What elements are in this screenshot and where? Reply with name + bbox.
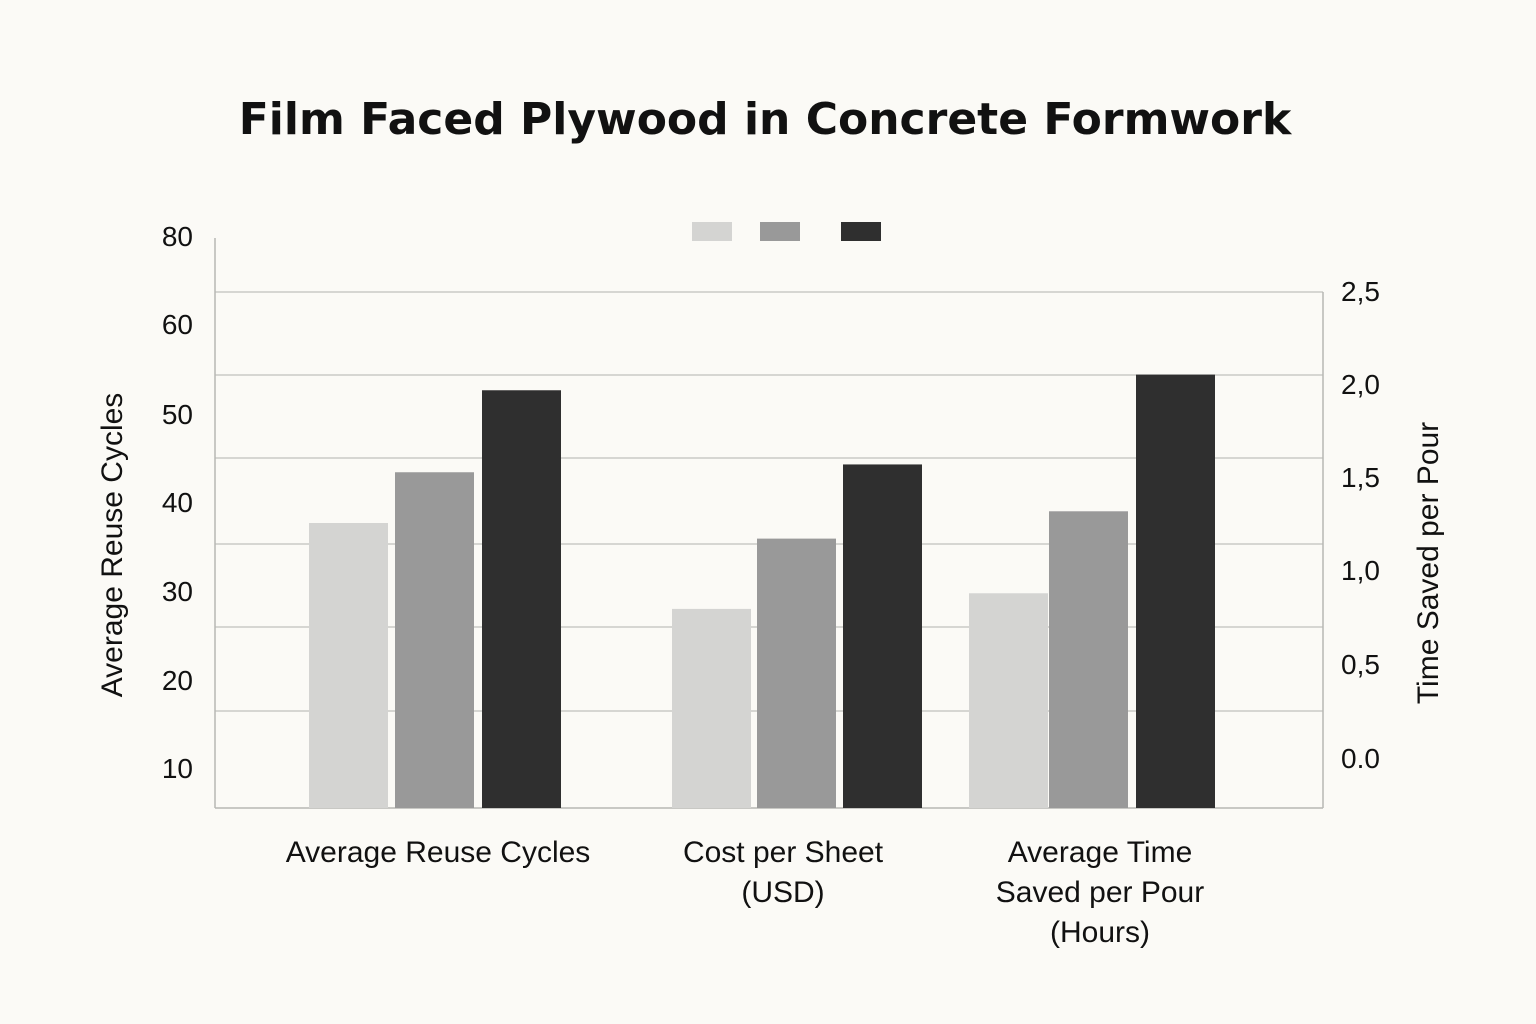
y2-tick-1: 2,0 [1341,369,1380,400]
y2-tick-3: 1,0 [1341,555,1380,586]
y2-tick-labels: 2,5 2,0 1,5 1,0 0,5 0.0 [1341,276,1380,774]
legend-swatch-2 [841,222,881,241]
category-label-2-0: Average Time [1008,836,1193,869]
y-tick-30: 30 [162,576,193,607]
legend-swatch-0 [692,222,732,241]
category-label-2-1: Saved per Pour [996,876,1204,909]
bar-s1-c1 [757,538,836,808]
category-label-1-1: (USD) [741,876,824,909]
category-label-1-0: Cost per Sheet [683,836,884,869]
y2-tick-2: 1,5 [1341,462,1380,493]
category-label-0-0: Average Reuse Cycles [286,836,591,869]
chart-title: Film Faced Plywood in Concrete Formwork [239,94,1293,145]
bar-s2-c1 [843,464,922,808]
y2-tick-4: 0,5 [1341,649,1380,680]
bar-s2-c2 [1136,374,1215,808]
legend-swatch-1 [760,222,800,241]
y-axis-label: Average Reuse Cycles [96,393,129,698]
bars [309,374,1215,808]
y2-tick-0: 2,5 [1341,276,1380,307]
y-tick-40: 40 [162,487,193,518]
legend [692,222,881,241]
category-labels: Average Reuse Cycles Cost per Sheet (USD) A… [286,836,1205,949]
bar-s2-c0 [482,390,561,808]
y-tick-50: 50 [162,399,193,430]
y2-axis-label: Time Saved per Pour [1412,422,1445,704]
bar-s1-c2 [1049,511,1128,808]
bar-s0-c0 [309,523,388,808]
category-label-2-2: (Hours) [1050,916,1150,949]
bar-s0-c2 [969,593,1048,808]
y2-tick-5: 0.0 [1341,743,1380,774]
y-tick-80: 80 [162,221,193,252]
y-tick-labels: 80 60 50 40 30 20 10 [162,221,193,784]
y-tick-20: 20 [162,665,193,696]
bar-s1-c0 [395,472,474,808]
y-tick-10: 10 [162,753,193,784]
bar-s0-c1 [672,608,751,808]
y-tick-60: 60 [162,309,193,340]
